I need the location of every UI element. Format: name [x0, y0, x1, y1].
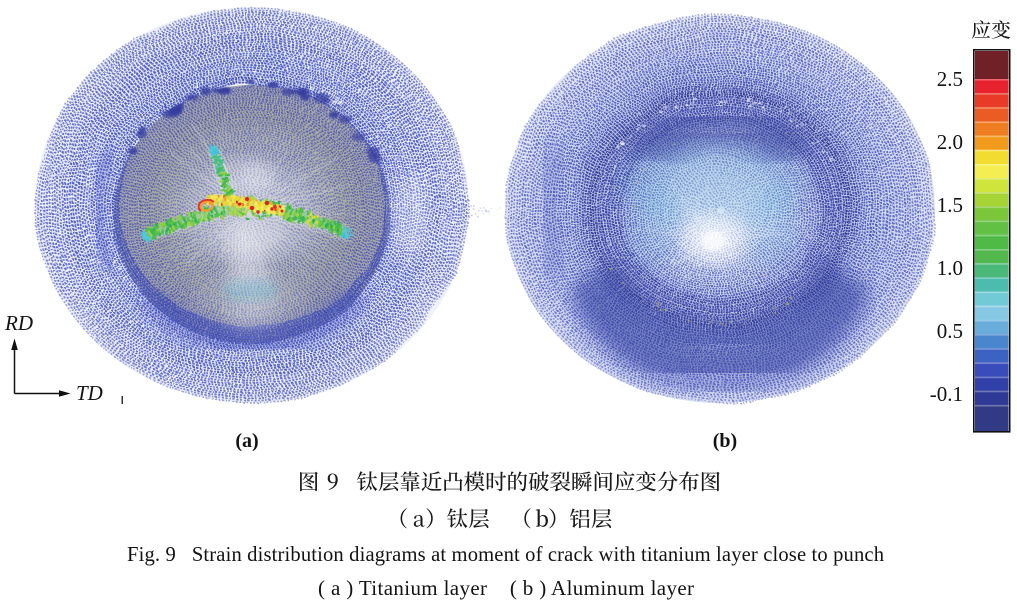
- svg-text:1.0: 1.0: [937, 256, 963, 280]
- svg-text:2.5: 2.5: [937, 67, 963, 91]
- svg-text:RD: RD: [4, 311, 33, 335]
- svg-text:(b): (b): [713, 430, 737, 452]
- svg-text:Fig. 9 Strain distribution d: Fig. 9 Strain distribution diagrams at m…: [127, 544, 885, 566]
- svg-text:TD: TD: [76, 381, 103, 405]
- svg-text:1.5: 1.5: [937, 193, 963, 217]
- svg-text:0.5: 0.5: [937, 319, 963, 343]
- svg-text:( a ) Titanium layer ( b ): ( a ) Titanium layer ( b ) Aluminum laye…: [318, 576, 694, 600]
- svg-text:-0.1: -0.1: [930, 382, 963, 406]
- svg-text:(a): (a): [235, 430, 258, 452]
- svg-text:2.0: 2.0: [937, 130, 963, 154]
